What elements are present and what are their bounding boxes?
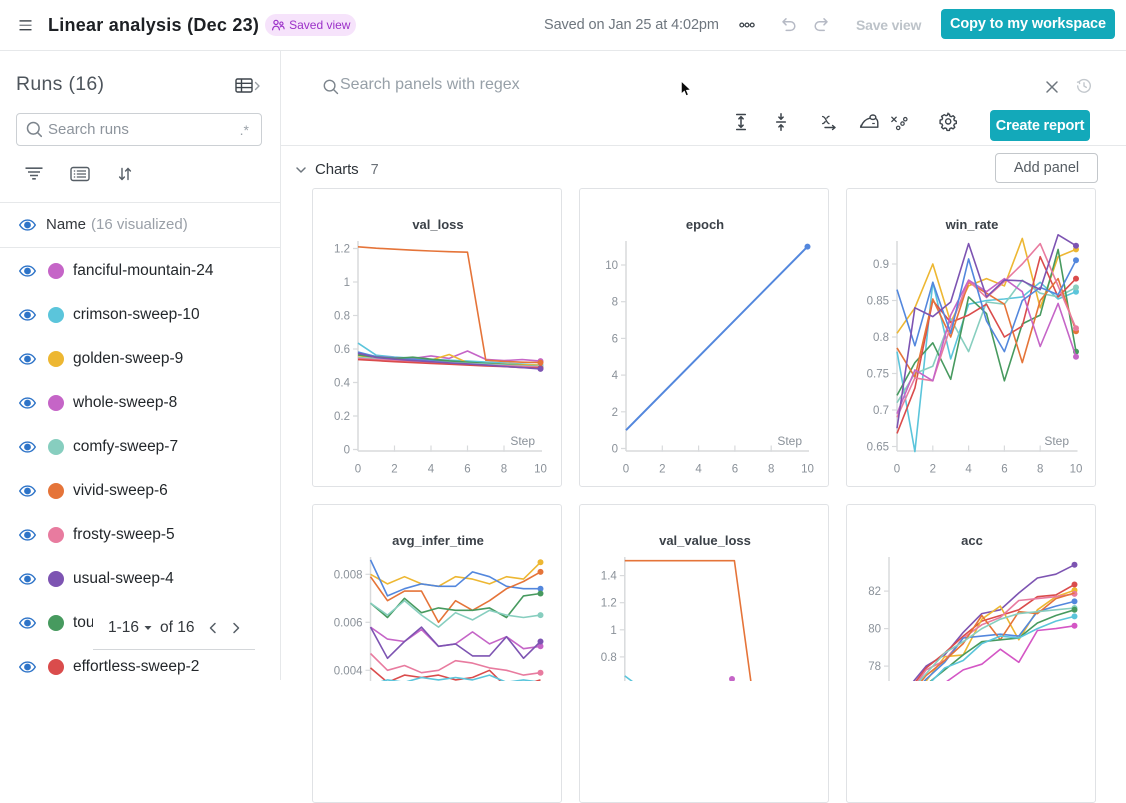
svg-text:0: 0 [612, 444, 618, 456]
svg-text:0.8: 0.8 [873, 332, 889, 344]
svg-text:0: 0 [344, 445, 350, 457]
svg-text:0.9: 0.9 [873, 259, 889, 271]
svg-text:1: 1 [610, 625, 616, 637]
svg-text:0.6: 0.6 [334, 344, 350, 356]
svg-text:0.8: 0.8 [601, 652, 617, 664]
svg-text:6: 6 [464, 464, 470, 476]
svg-text:Step: Step [1044, 434, 1069, 448]
svg-text:0.008: 0.008 [334, 569, 363, 581]
svg-text:0: 0 [355, 464, 361, 476]
svg-text:0.006: 0.006 [334, 617, 363, 629]
svg-text:0.004: 0.004 [334, 665, 363, 677]
svg-text:0.4: 0.4 [334, 378, 351, 390]
svg-text:win_rate: win_rate [945, 217, 999, 232]
svg-text:0.65: 0.65 [867, 442, 889, 454]
svg-text:4: 4 [612, 370, 619, 382]
svg-text:0.85: 0.85 [867, 296, 889, 308]
svg-text:0.8: 0.8 [334, 311, 350, 323]
svg-text:10: 10 [801, 464, 814, 476]
svg-text:80: 80 [868, 624, 881, 636]
svg-text:1: 1 [344, 277, 350, 289]
svg-text:8: 8 [612, 297, 618, 309]
svg-text:Step: Step [777, 434, 802, 448]
svg-text:10: 10 [1070, 464, 1083, 476]
svg-text:8: 8 [501, 464, 507, 476]
svg-text:6: 6 [612, 333, 618, 345]
svg-text:2: 2 [391, 464, 397, 476]
svg-text:1.4: 1.4 [601, 571, 618, 583]
svg-text:6: 6 [732, 464, 738, 476]
svg-text:8: 8 [768, 464, 774, 476]
svg-text:2: 2 [930, 464, 936, 476]
svg-text:10: 10 [605, 260, 618, 272]
svg-text:2: 2 [612, 407, 618, 419]
svg-text:0.75: 0.75 [867, 369, 889, 381]
svg-text:1.2: 1.2 [601, 598, 617, 610]
svg-text:acc: acc [961, 533, 983, 548]
svg-text:epoch: epoch [686, 217, 724, 232]
svg-text:val_loss: val_loss [412, 217, 463, 232]
svg-text:1.2: 1.2 [334, 244, 350, 256]
svg-text:0.7: 0.7 [873, 405, 889, 417]
svg-text:2: 2 [659, 464, 665, 476]
svg-text:4: 4 [695, 464, 702, 476]
svg-text:10: 10 [534, 464, 547, 476]
svg-text:0: 0 [623, 464, 629, 476]
svg-text:0: 0 [894, 464, 900, 476]
svg-text:val_value_loss: val_value_loss [659, 533, 751, 548]
svg-text:4: 4 [965, 464, 972, 476]
svg-text:avg_infer_time: avg_infer_time [392, 533, 484, 548]
svg-text:8: 8 [1037, 464, 1043, 476]
svg-text:4: 4 [428, 464, 435, 476]
svg-text:0.2: 0.2 [334, 411, 350, 423]
svg-text:82: 82 [868, 586, 881, 598]
svg-text:6: 6 [1001, 464, 1007, 476]
svg-text:78: 78 [868, 661, 881, 673]
svg-text:Step: Step [510, 434, 535, 448]
